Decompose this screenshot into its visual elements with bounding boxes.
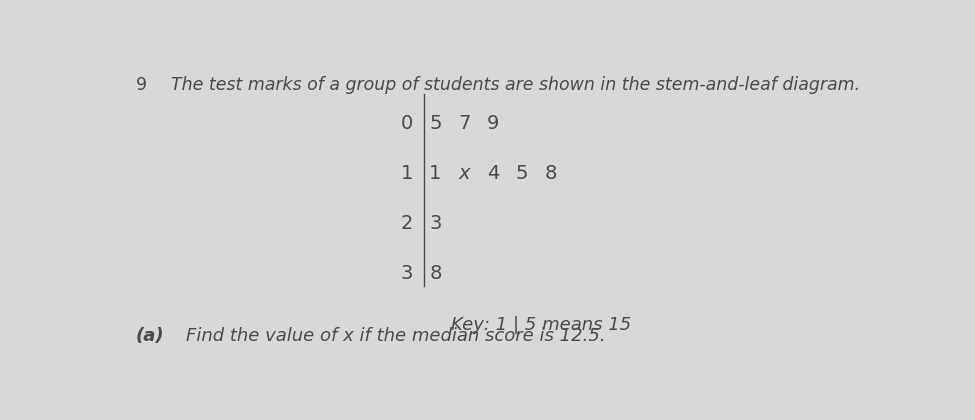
- Text: (a): (a): [136, 327, 164, 345]
- Text: 2: 2: [401, 214, 412, 233]
- Text: 4: 4: [487, 164, 499, 183]
- Text: The test marks of a group of students are shown in the stem-and-leaf diagram.: The test marks of a group of students ar…: [171, 76, 860, 94]
- Text: 1: 1: [429, 164, 442, 183]
- Text: 8: 8: [429, 264, 442, 283]
- Text: 1: 1: [401, 164, 412, 183]
- Text: 3: 3: [401, 264, 412, 283]
- Text: x: x: [458, 164, 470, 183]
- Text: 8: 8: [544, 164, 557, 183]
- Text: 9: 9: [487, 114, 499, 133]
- Text: 5: 5: [516, 164, 527, 183]
- Text: 7: 7: [458, 114, 470, 133]
- Text: Key: 1 | 5 means 15: Key: 1 | 5 means 15: [450, 315, 631, 333]
- Text: 9: 9: [136, 76, 146, 94]
- Text: Find the value of x if the median score is 12.5.: Find the value of x if the median score …: [186, 327, 605, 345]
- Text: 3: 3: [429, 214, 442, 233]
- Text: 5: 5: [429, 114, 442, 133]
- Text: 0: 0: [401, 114, 412, 133]
